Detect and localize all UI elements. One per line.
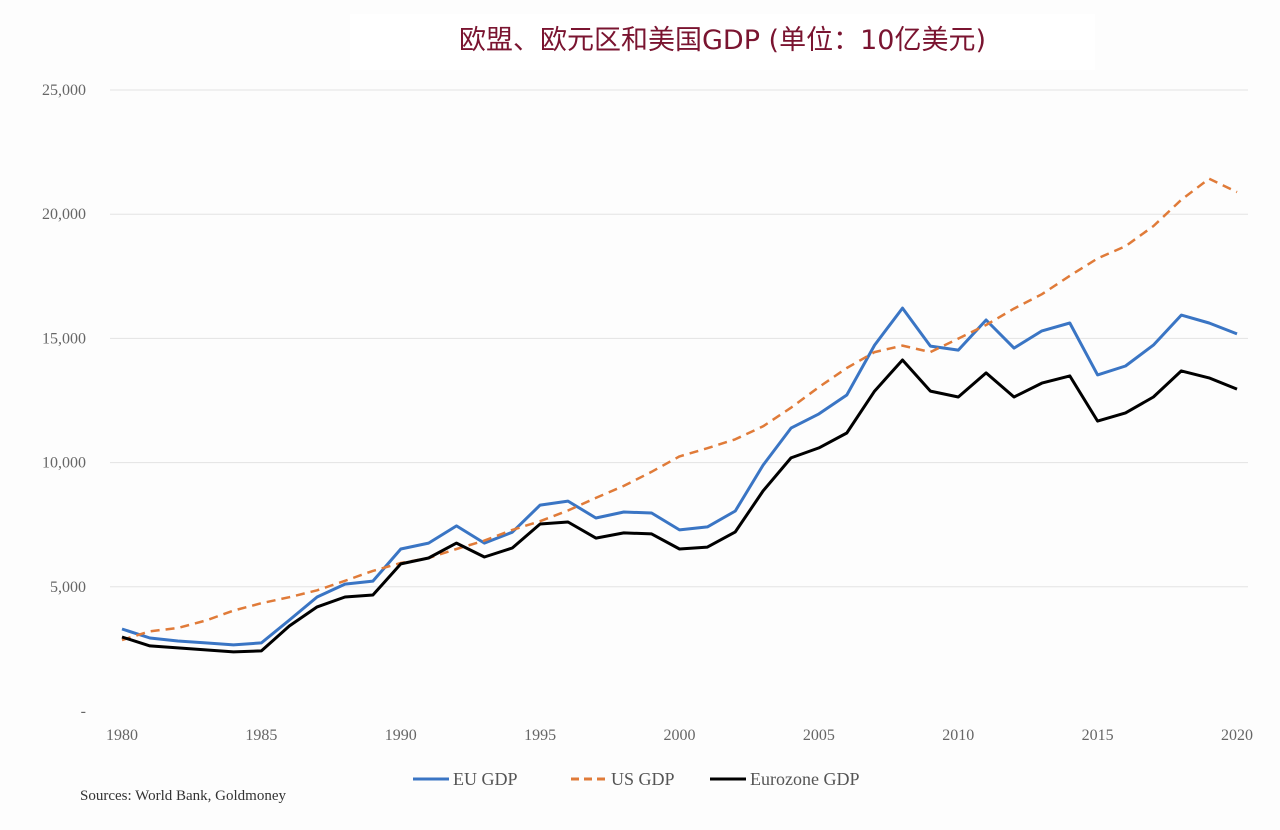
series-line-us-gdp <box>121 177 1238 642</box>
chart-title: 欧盟、欧元区和美国GDP (单位：10亿美元) <box>350 14 1095 70</box>
y-tick-label: 25,000 <box>42 82 86 99</box>
x-tick-label: 1980 <box>106 727 138 744</box>
legend-label: EU GDP <box>453 769 518 789</box>
x-tick-label: 2005 <box>803 727 835 744</box>
source-note: Sources: World Bank, Goldmoney <box>80 788 286 804</box>
y-tick-label: 20,000 <box>42 206 86 223</box>
x-tick-label: 1990 <box>385 727 417 744</box>
x-tick-label: 2010 <box>942 727 974 744</box>
legend-label: Eurozone GDP <box>750 769 859 789</box>
x-tick-label: 2020 <box>1221 727 1253 744</box>
y-tick-label: - <box>81 703 86 720</box>
series-line-eurozone-gdp <box>121 358 1238 654</box>
legend-label: US GDP <box>611 769 675 789</box>
x-tick-label: 2000 <box>664 727 696 744</box>
x-tick-label: 1995 <box>524 727 556 744</box>
x-tick-label: 1985 <box>245 727 277 744</box>
y-tick-label: 5,000 <box>50 579 86 596</box>
x-tick-label: 2015 <box>1082 727 1114 744</box>
y-tick-label: 15,000 <box>42 330 86 347</box>
y-tick-label: 10,000 <box>42 455 86 472</box>
series-line-eu-gdp <box>121 306 1238 647</box>
